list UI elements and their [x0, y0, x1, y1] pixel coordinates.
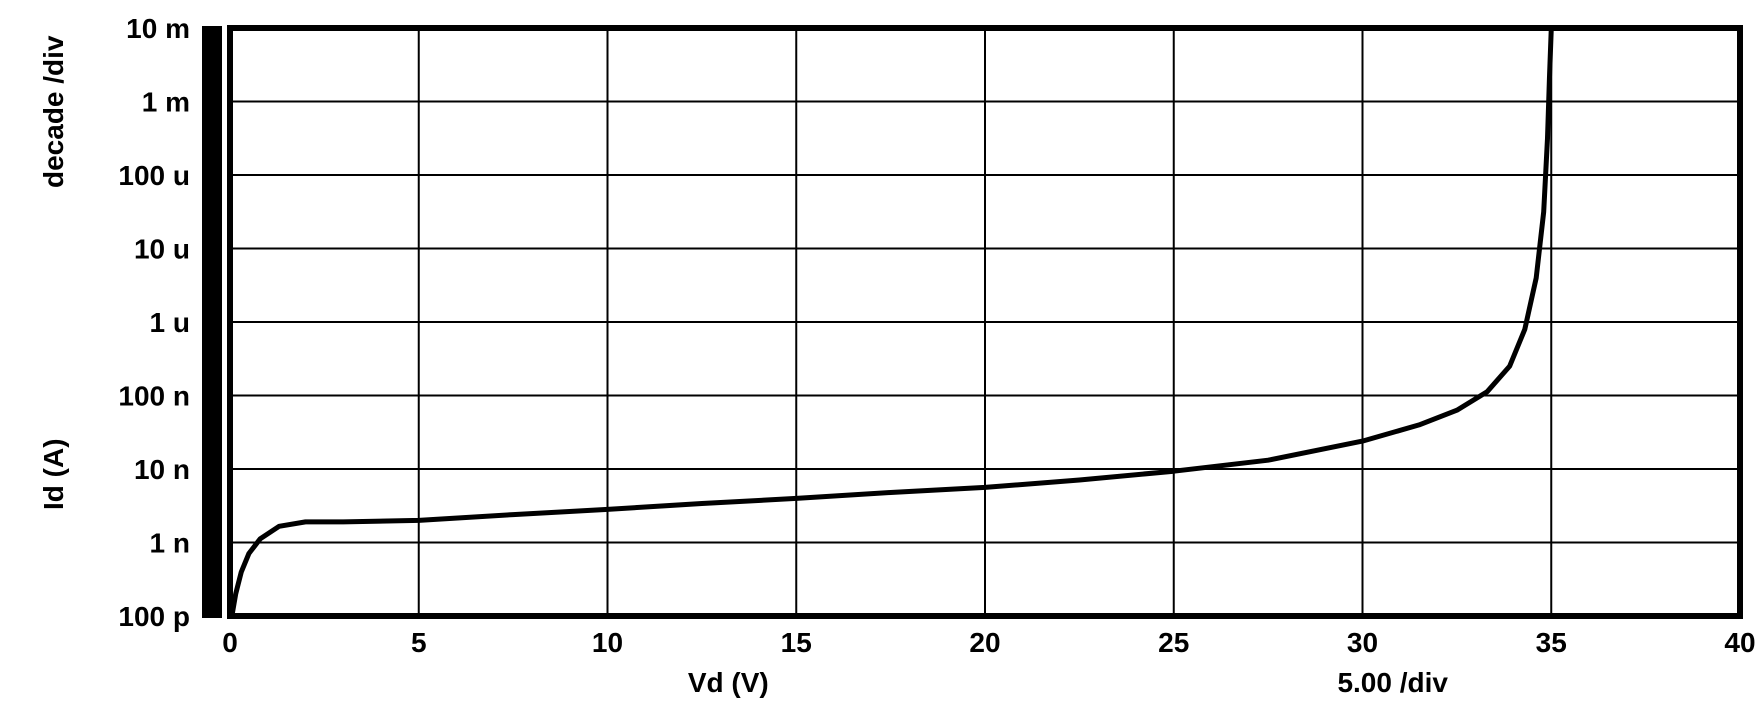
x-tick-label: 15 [781, 627, 812, 658]
x-tick-label: 10 [592, 627, 623, 658]
x-axis-per-div-label: 5.00 /div [1337, 667, 1448, 698]
y-tick-label: 1 n [150, 528, 190, 559]
x-tick-label: 0 [222, 627, 238, 658]
y-axis-per-div-label: decade /div [38, 35, 70, 188]
left-bar [202, 26, 222, 618]
y-tick-label: 10 m [126, 13, 190, 44]
x-tick-label: 30 [1347, 627, 1378, 658]
x-tick-label: 40 [1724, 627, 1755, 658]
y-tick-label: 1 m [142, 87, 190, 118]
y-tick-label: 100 u [118, 160, 190, 191]
y-tick-label: 10 n [134, 454, 190, 485]
x-tick-label: 20 [969, 627, 1000, 658]
y-tick-label: 10 u [134, 234, 190, 265]
y-tick-label: 100 p [118, 601, 190, 632]
y-axis-label: Id (A) [38, 438, 70, 510]
y-tick-label: 100 n [118, 381, 190, 412]
x-tick-label: 25 [1158, 627, 1189, 658]
x-axis-label: Vd (V) [688, 667, 769, 698]
chart-svg: 0 5 10 15 20 25 30 35 40 100 p 1 n 10 n 100 n 1 u 10 u… [0, 0, 1760, 723]
y-tick-label: 1 u [150, 307, 190, 338]
chart-root: decade /div Id (A) 0 5 10 15 20 25 30 35 40 100 p… [0, 0, 1760, 723]
x-tick-label: 5 [411, 627, 427, 658]
x-tick-label: 35 [1536, 627, 1567, 658]
